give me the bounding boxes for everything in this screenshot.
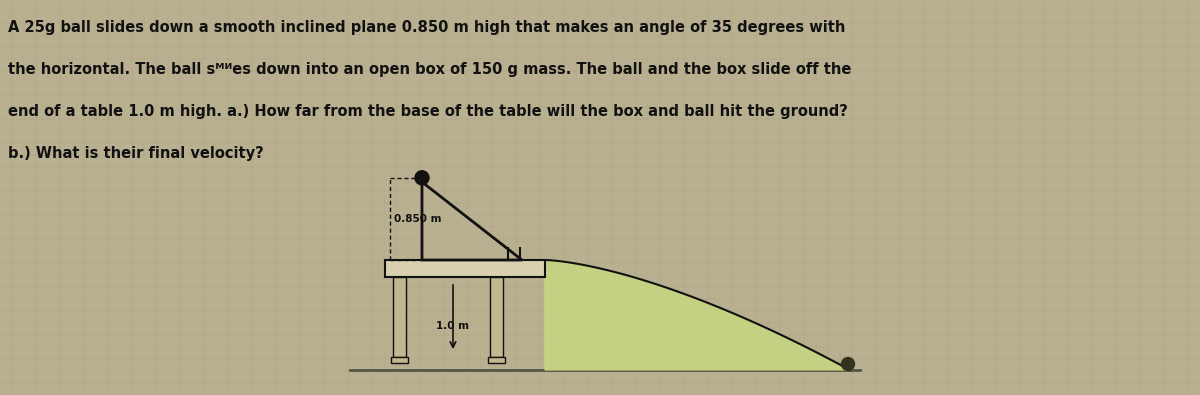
Bar — [394, 277, 406, 357]
Bar — [391, 357, 408, 363]
Text: the horizontal. The ball sᴹᴻes down into an open box of 150 g mass. The ball and: the horizontal. The ball sᴹᴻes down into… — [8, 62, 851, 77]
Circle shape — [415, 171, 430, 185]
Bar — [488, 357, 505, 363]
Text: 1.0 m: 1.0 m — [437, 321, 469, 331]
Bar — [385, 260, 545, 277]
Circle shape — [841, 357, 854, 371]
Text: b.) What is their final velocity?: b.) What is their final velocity? — [8, 146, 264, 161]
Text: end of a table 1.0 m high. a.) How far from the base of the table will the box a: end of a table 1.0 m high. a.) How far f… — [8, 104, 848, 119]
Polygon shape — [545, 260, 850, 370]
Bar — [490, 277, 503, 357]
Text: 0.850 m: 0.850 m — [394, 214, 442, 224]
Text: A 25g ball slides down a smooth inclined plane 0.850 m high that makes an angle : A 25g ball slides down a smooth inclined… — [8, 20, 845, 35]
Polygon shape — [422, 182, 522, 260]
